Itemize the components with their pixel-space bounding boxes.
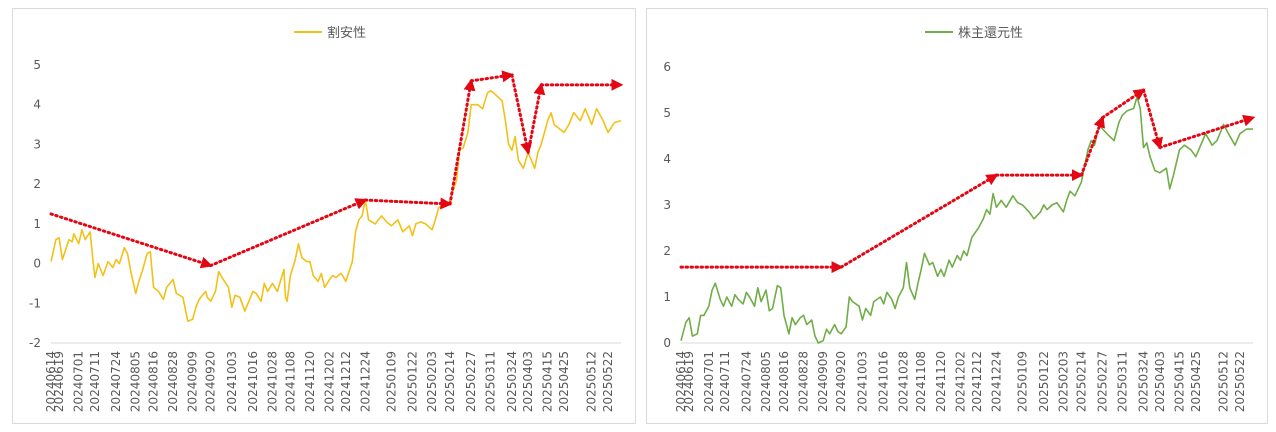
x-tick-label: 20250311 [484, 351, 498, 412]
x-tick-label: 20250311 [1115, 351, 1129, 412]
x-tick-label: 20240920 [204, 351, 218, 412]
x-tick-label: 20250425 [1189, 351, 1203, 412]
x-tick-label: 20240816 [147, 351, 161, 412]
y-tick-label: 1 [33, 217, 41, 231]
y-tick-label: 3 [663, 198, 671, 212]
x-tick-label: 20241202 [953, 351, 967, 412]
legend-label: 株主還元性 [958, 26, 1023, 41]
trend-arrow [209, 198, 368, 268]
trend-arrow [510, 73, 533, 155]
x-tick-label: 20250512 [1217, 351, 1231, 412]
y-tick-label: 4 [663, 152, 671, 166]
trend-arrow [363, 197, 453, 210]
x-tick-label: 20240619 [682, 351, 696, 412]
y-tick-label: 3 [33, 137, 41, 151]
x-tick-label: 20240909 [186, 351, 200, 412]
x-tick-label: 20250122 [406, 351, 420, 412]
trend-arrow [526, 82, 546, 154]
x-tick-label: 20240828 [166, 351, 180, 412]
x-tick-label: 20250109 [384, 351, 398, 412]
x-tick-label: 20250214 [1074, 351, 1088, 412]
x-tick-label: 20250227 [464, 351, 478, 412]
x-tick-label: 20240805 [129, 351, 143, 412]
x-tick-label: 20250122 [1037, 351, 1051, 412]
y-tick-label: 6 [663, 60, 671, 74]
x-tick-label: 20240701 [72, 351, 86, 412]
x-tick-label: 20241108 [283, 351, 297, 412]
x-tick-label: 20250214 [443, 351, 457, 412]
x-tick-label: 20250324 [1137, 351, 1151, 412]
x-tick-label: 20240828 [797, 351, 811, 412]
trend-arrow [49, 212, 213, 269]
x-tick-label: 20241003 [225, 351, 239, 412]
x-tick-label: 20250425 [557, 351, 571, 412]
y-tick-label: 1 [663, 290, 671, 304]
x-tick-label: 20240909 [816, 351, 830, 412]
y-tick-label: 2 [33, 177, 41, 191]
x-tick-label: 20250203 [425, 351, 439, 412]
x-tick-label: 20241212 [339, 351, 353, 412]
x-tick-label: 20240614 [674, 351, 688, 412]
chart-panel-shareholder-return: 株主還元性 0 1 2 3 4 5 6 20240614 20240619 20240701 2024… [646, 8, 1268, 424]
x-tick-label: 20240805 [759, 351, 773, 412]
x-tick-label: 20240816 [777, 351, 791, 412]
x-tick-label: 20250403 [1153, 351, 1167, 412]
trend-arrow [1101, 88, 1146, 120]
trend-arrow [448, 78, 476, 206]
x-tick-label: 20241212 [970, 351, 984, 412]
y-tick-label: 5 [33, 58, 41, 72]
x-tick-label: 20250403 [521, 351, 535, 412]
x-tick-label: 20240701 [702, 351, 716, 412]
trend-arrow [469, 70, 515, 83]
x-tick-label: 20240724 [109, 351, 123, 412]
x-tick-label: 20240711 [88, 351, 102, 412]
trend-arrow [1158, 114, 1256, 149]
x-tick-label: 20241202 [322, 351, 336, 412]
series-line-valuation [50, 90, 622, 322]
legend-label: 割安性 [327, 25, 366, 41]
x-tick-label: 20241016 [246, 351, 260, 412]
y-tick-label: 0 [33, 257, 41, 271]
x-tick-label: 20241028 [265, 351, 279, 412]
x-tick-label: 20250415 [1172, 351, 1186, 412]
x-tick-label: 20241120 [934, 351, 948, 412]
legend: 株主還元性 [925, 26, 1023, 41]
x-tick-label: 20241028 [896, 351, 910, 412]
x-tick-label: 20241108 [914, 351, 928, 412]
x-tick-label: 20241120 [303, 351, 317, 412]
x-tick-label: 20241016 [877, 351, 891, 412]
x-tick-label: 20240619 [52, 351, 66, 412]
y-tick-label: -2 [29, 336, 41, 350]
x-tick-label: 20250203 [1056, 351, 1070, 412]
x-tick-label: 20241224 [358, 351, 372, 412]
y-tick-label: 2 [663, 244, 671, 258]
x-tick-label: 20240711 [718, 351, 732, 412]
x-tick-label: 20250324 [505, 351, 519, 412]
y-tick-label: 4 [33, 98, 41, 112]
x-tick-label: 20240724 [739, 351, 753, 412]
x-tick-label: 20250522 [601, 351, 615, 412]
legend: 割安性 [294, 25, 366, 41]
x-tick-label: 20240614 [44, 351, 58, 412]
x-tick-label: 20250415 [541, 351, 555, 412]
x-tick-label: 20250512 [585, 351, 599, 412]
y-tick-label: -1 [29, 296, 41, 310]
x-tick-label: 20241224 [989, 351, 1003, 412]
trend-arrow [1142, 88, 1163, 150]
trend-arrow [1079, 115, 1105, 177]
x-tick-label: 20250109 [1016, 351, 1030, 412]
chart-panel-valuation: 割安性 -2 -1 0 1 2 3 4 5 20240614 20240619 20240701 202… [12, 8, 636, 424]
trend-arrow [839, 173, 999, 269]
y-tick-label: 0 [663, 336, 671, 350]
x-tick-label: 20240920 [834, 351, 848, 412]
y-tick-label: 5 [663, 106, 671, 120]
x-tick-label: 20241003 [855, 351, 869, 412]
x-tick-label: 20250227 [1096, 351, 1110, 412]
x-tick-label: 20250522 [1233, 351, 1247, 412]
series-line-shareholder-return [680, 96, 1253, 344]
